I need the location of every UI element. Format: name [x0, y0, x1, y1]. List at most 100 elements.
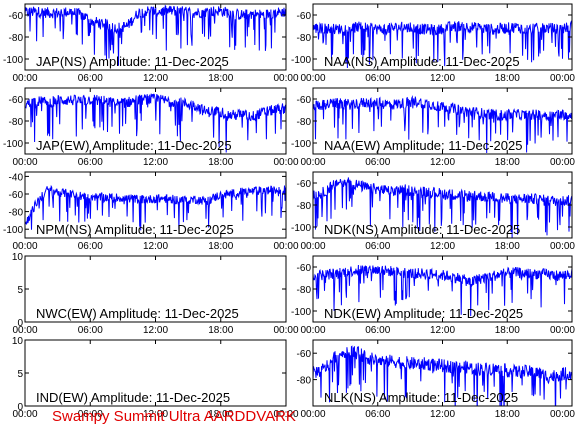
x-tick-label: 00:00: [12, 157, 37, 168]
y-tick-label: 5: [17, 285, 23, 296]
x-tick-label: 18:00: [495, 241, 520, 252]
chart-panel-1: -60 -80 -100 00:00 06:00 12:00 18:00 00:00 JAP(N…: [3, 3, 299, 84]
y-tick-label: -60: [297, 95, 312, 106]
y-tick-label: -80: [297, 117, 312, 128]
x-tick-label: 12:00: [143, 325, 168, 336]
x-tick-label: 18:00: [208, 409, 233, 420]
x-tick-label: 12:00: [143, 157, 168, 168]
x-tick-label: 00:00: [273, 325, 298, 336]
x-tick-label: 00:00: [550, 73, 575, 84]
x-tick-label: 00:00: [273, 241, 298, 252]
signal-line: [313, 177, 572, 238]
signal-line: [313, 264, 572, 317]
x-tick-label: 00:00: [273, 157, 298, 168]
y-tick-label: -100: [3, 225, 23, 236]
signal-line: [313, 95, 572, 154]
y-tick-label: -100: [291, 55, 311, 66]
x-tick-label: 18:00: [495, 325, 520, 336]
y-tick-label: -60: [9, 11, 24, 22]
y-tick-label: -80: [297, 376, 312, 387]
panel-title: JAP(NS) Amplitude: 11-Dec-2025: [36, 54, 229, 69]
chart-panel-4: -60 -80 -100 00:00 06:00 12:00 18:00 00:00 NAA(E…: [291, 87, 575, 168]
panel-title: NDK(EW) Amplitude: 11-Dec-2025: [324, 306, 523, 321]
x-tick-label: 00:00: [12, 241, 37, 252]
x-tick-label: 00:00: [300, 157, 325, 168]
x-tick-label: 12:00: [430, 409, 455, 420]
panel-title: IND(EW) Amplitude: 11-Dec-2025: [36, 390, 230, 405]
x-tick-label: 00:00: [300, 325, 325, 336]
panel-title: JAP(EW) Amplitude: 11-Dec-2025: [36, 138, 232, 153]
x-tick-label: 06:00: [78, 73, 103, 84]
x-tick-label: 12:00: [430, 241, 455, 252]
y-tick-label: -80: [297, 285, 312, 296]
chart-panel-5: -40 -60 -80 -100 00:00 06:00 12:00 18:00 00:00 NP…: [3, 171, 299, 252]
x-tick-label: 00:00: [550, 409, 575, 420]
y-tick-label: 10: [12, 252, 24, 263]
panel-title: NAA(EW) Amplitude: 11-Dec-2025: [324, 138, 522, 153]
y-tick-label: -100: [291, 307, 311, 318]
x-tick-label: 00:00: [550, 325, 575, 336]
x-tick-label: 18:00: [208, 157, 233, 168]
x-tick-label: 00:00: [273, 73, 298, 84]
y-tick-label: -60: [9, 95, 24, 106]
y-tick-label: -80: [9, 208, 24, 219]
x-tick-label: 00:00: [550, 241, 575, 252]
y-tick-label: -80: [9, 117, 24, 128]
panel-title: NPM(NS) Amplitude: 11-Dec-2025: [36, 222, 234, 237]
x-tick-label: 12:00: [430, 157, 455, 168]
x-tick-label: 00:00: [12, 325, 37, 336]
y-tick-label: -40: [9, 172, 24, 183]
x-tick-label: 06:00: [78, 157, 103, 168]
x-tick-label: 18:00: [495, 157, 520, 168]
x-tick-label: 06:00: [365, 73, 390, 84]
y-tick-label: -60: [9, 190, 24, 201]
y-tick-label: -80: [297, 201, 312, 212]
x-tick-label: 06:00: [365, 325, 390, 336]
y-tick-label: -60: [297, 263, 312, 274]
y-tick-label: -100: [291, 223, 311, 234]
y-tick-label: 5: [17, 369, 23, 380]
footer-title: Swampy Summit Ultra AARDDVARK: [52, 408, 296, 425]
x-tick-label: 12:00: [143, 241, 168, 252]
y-tick-label: -100: [291, 139, 311, 150]
x-tick-label: 00:00: [300, 409, 325, 420]
y-tick-label: -100: [3, 55, 23, 66]
signal-line: [313, 19, 572, 69]
x-tick-label: 06:00: [78, 409, 103, 420]
x-tick-label: 12:00: [430, 73, 455, 84]
signal-line: [313, 345, 572, 406]
y-tick-label: -80: [297, 33, 312, 44]
x-tick-label: 18:00: [208, 73, 233, 84]
y-tick-label: 0: [17, 318, 23, 329]
x-tick-label: 12:00: [143, 409, 168, 420]
y-tick-label: -60: [297, 11, 312, 22]
panel-title: NDK(NS) Amplitude: 11-Dec-2025: [324, 222, 520, 237]
signal-line: [25, 4, 286, 66]
x-tick-label: 18:00: [208, 241, 233, 252]
panel-title: NAA(NS) Amplitude: 11-Dec-2025: [324, 54, 520, 69]
x-tick-label: 18:00: [495, 409, 520, 420]
x-tick-label: 06:00: [78, 325, 103, 336]
x-tick-label: 06:00: [365, 409, 390, 420]
x-tick-label: 06:00: [78, 241, 103, 252]
y-tick-label: 10: [12, 336, 24, 347]
x-tick-label: 00:00: [550, 157, 575, 168]
x-tick-label: 18:00: [495, 73, 520, 84]
signal-line: [25, 93, 286, 153]
chart-panel-6: -60 -80 -100 00:00 06:00 12:00 18:00 00:00 NDK(N…: [291, 171, 575, 252]
y-tick-label: 0: [17, 402, 23, 413]
chart-panel-8: -60 -80 -100 00:00 06:00 12:00 18:00 00:00 NDK(E…: [291, 255, 575, 336]
x-tick-label: 00:00: [300, 241, 325, 252]
x-tick-label: 00:00: [12, 409, 37, 420]
x-tick-label: 18:00: [208, 325, 233, 336]
chart-panel-3: -60 -80 -100 00:00 06:00 12:00 18:00 00:00 JAP(E…: [3, 87, 299, 168]
y-tick-label: -80: [9, 33, 24, 44]
y-tick-label: -100: [3, 139, 23, 150]
y-tick-label: -60: [297, 349, 312, 360]
panel-title: NLK(NS) Amplitude: 11-Dec-2025: [324, 390, 518, 405]
chart-panel-2: -60 -80 -100 00:00 06:00 12:00 18:00 00:00 NAA(N…: [291, 3, 575, 84]
x-tick-label: 00:00: [273, 409, 298, 420]
